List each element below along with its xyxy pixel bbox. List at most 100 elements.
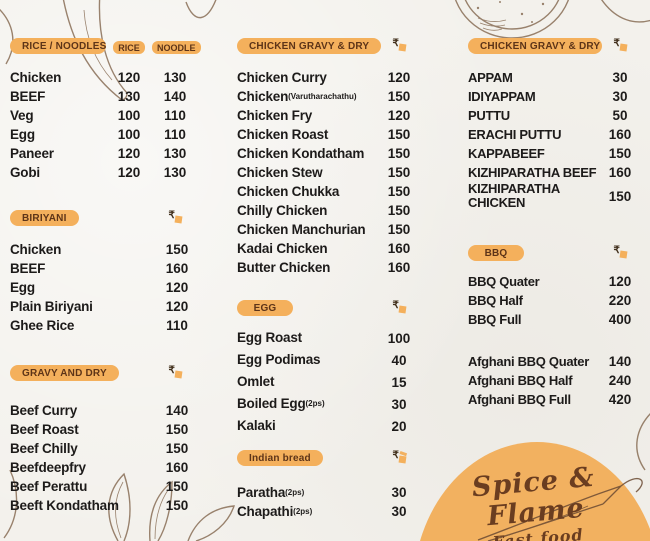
- item-price: 150: [387, 89, 411, 104]
- item-price: 160: [387, 260, 411, 275]
- item-price: 140: [163, 89, 187, 104]
- menu-item-row: BBQ Half 220: [468, 291, 638, 310]
- item-price: 30: [612, 89, 628, 104]
- menu-item-row: Afghani BBQ Quater 140: [468, 352, 638, 371]
- rupee-icon-shadow: [398, 455, 406, 464]
- item-name: Chicken: [10, 69, 62, 85]
- item-name: Chicken Kondatham: [237, 145, 365, 161]
- section-header: RICE / NOODLES RICE NOODLE: [10, 38, 201, 55]
- item-price: 120: [387, 108, 411, 123]
- rupee-slot: ₹: [381, 300, 417, 318]
- rupee-icon-shadow: [619, 43, 627, 52]
- menu-section: Indian bread ₹ Paratha (2ps) 30 Chapathi (2ps)…: [237, 450, 417, 521]
- item-price: 150: [387, 165, 411, 180]
- item-name: Egg: [10, 126, 35, 142]
- section-badge: BBQ: [468, 245, 524, 261]
- item-name-suffix: (2ps): [285, 487, 305, 497]
- menu-section: CHICKEN GRAVY & DRY ₹ Chicken Curry 120 Chic…: [237, 38, 417, 277]
- menu-item-row: BEEF 130 140: [10, 87, 198, 106]
- item-name: PUTTU: [468, 107, 510, 123]
- item-price: 160: [608, 165, 632, 180]
- menu-items: Paratha (2ps) 30 Chapathi (2ps) 30: [237, 483, 417, 521]
- rupee-symbol: ₹: [392, 38, 399, 49]
- item-name: ERACHI PUTTU: [468, 126, 562, 142]
- item-price: 110: [164, 127, 186, 142]
- section-badge: EGG: [237, 300, 293, 316]
- item-price: 150: [387, 184, 411, 199]
- rupee-slot: ₹: [152, 210, 198, 228]
- rupee-icon: ₹: [392, 300, 406, 314]
- item-name: Afghani BBQ Quater: [468, 353, 589, 369]
- item-name: Chicken Fry: [237, 107, 313, 123]
- item-price: 400: [608, 312, 632, 327]
- item-price: 20: [391, 418, 407, 434]
- rupee-symbol: ₹: [392, 300, 399, 311]
- item-name: Ghee Rice: [10, 317, 75, 333]
- menu-column-2: CHICKEN GRAVY & DRY ₹ Chicken Curry 120 Chic…: [237, 38, 417, 541]
- item-name: Beef Chilly: [10, 440, 78, 456]
- item-name: Plain Biriyani: [10, 298, 93, 314]
- hook-sketch-icon: [185, 0, 217, 19]
- rupee-slot: ₹: [602, 38, 638, 56]
- menu-item-row: Egg Podimas 40: [237, 349, 417, 371]
- item-name: Chicken Chukka: [237, 183, 340, 199]
- item-name: KIZHIPARATHA CHICKEN: [468, 181, 560, 210]
- menu-item-row: Egg 120: [10, 278, 198, 297]
- item-name: KAPPABEEF: [468, 145, 545, 161]
- item-name: Gobi: [10, 164, 40, 180]
- menu-items: Chicken Curry 120 Chicken (Varutharachathu)…: [237, 68, 417, 277]
- menu-item-row: Chicken Curry 120: [237, 68, 417, 87]
- section-header: CHICKEN GRAVY & DRY ₹: [237, 38, 417, 55]
- rupee-icon: ₹: [393, 450, 406, 464]
- item-name: Chilly Chicken: [237, 202, 328, 218]
- menu-items: Beef Curry 140 Beef Roast 150 Beef Chilly 150…: [10, 401, 198, 515]
- menu-item-row: KAPPABEEF 150: [468, 144, 638, 163]
- rupee-slot: ₹: [381, 450, 417, 468]
- menu-item-row: Plain Biriyani 120: [10, 297, 198, 316]
- menu-item-row: Chilly Chicken 150: [237, 201, 417, 220]
- menu-item-row: Chicken (Varutharachathu) 150: [237, 87, 417, 106]
- rupee-icon-shadow: [619, 250, 627, 259]
- item-name: Veg: [10, 107, 34, 123]
- menu-item-row: KIZHIPARATHA BEEF 160: [468, 163, 638, 182]
- menu-item-row: Chicken Fry 120: [237, 106, 417, 125]
- item-price: 110: [164, 108, 186, 123]
- item-price: 130: [163, 70, 187, 85]
- item-price: 150: [608, 188, 632, 204]
- item-name-suffix: (Varutharachathu): [288, 91, 357, 101]
- menu-item-row: Kalaki 20: [237, 415, 417, 437]
- rupee-icon: ₹: [614, 245, 627, 259]
- item-price: 30: [612, 70, 628, 85]
- section-badge: CHICKEN GRAVY & DRY: [468, 38, 602, 54]
- menu-item-row: BEEF 160: [10, 259, 198, 278]
- item-price: 150: [387, 127, 411, 142]
- item-name: Chicken Roast: [237, 126, 329, 142]
- rupee-slot: ₹: [152, 365, 198, 383]
- item-name: Omlet: [237, 374, 275, 389]
- section-badge: CHICKEN GRAVY & DRY: [237, 38, 381, 54]
- item-name: Boiled Egg: [237, 396, 306, 411]
- item-price: 220: [608, 293, 632, 308]
- section-badge: BIRIYANI: [10, 210, 79, 226]
- menu-section: EGG ₹ Egg Roast 100 Egg Podimas 40 Omlet 15 Boil…: [237, 300, 417, 437]
- item-name: Chicken Curry: [237, 69, 327, 85]
- item-name-suffix: (2ps): [293, 506, 313, 516]
- logo-blob: [420, 442, 650, 541]
- menu-item-row: Beefdeepfry 160: [10, 458, 198, 477]
- rupee-icon-shadow: [398, 43, 406, 52]
- item-name: IDIYAPPAM: [468, 88, 536, 104]
- corner-curve-sketch-icon: [601, 0, 650, 23]
- menu-item-row: Beef Chilly 150: [10, 439, 198, 458]
- rupee-icon-shadow: [174, 370, 182, 379]
- menu-item-row: BBQ Quater 120: [468, 272, 638, 291]
- item-price: 150: [165, 479, 189, 494]
- menu-item-row: Beef Curry 140: [10, 401, 198, 420]
- menu-item-row: Gobi 120 130: [10, 163, 198, 182]
- item-price: 160: [165, 261, 189, 276]
- rupee-slot: ₹: [381, 38, 417, 56]
- menu-section: GRAVY AND DRY ₹ Beef Curry 140 Beef Roast 150…: [10, 365, 198, 515]
- item-name: Chapathi: [237, 503, 294, 519]
- item-name: Chicken Stew: [237, 164, 323, 180]
- item-price: 150: [165, 422, 189, 437]
- item-price: 120: [387, 70, 411, 85]
